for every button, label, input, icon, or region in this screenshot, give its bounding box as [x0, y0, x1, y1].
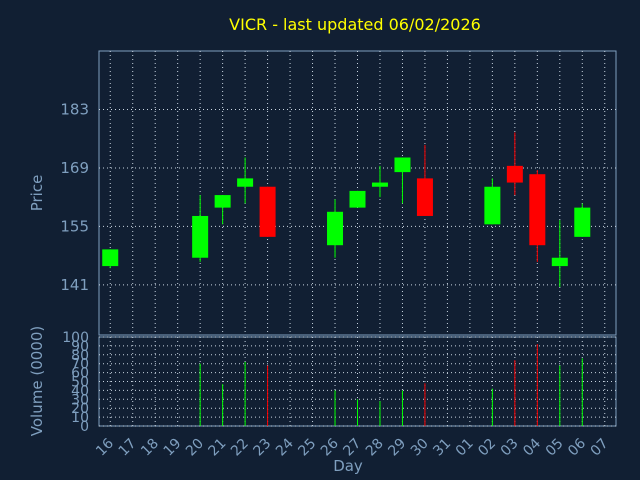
volume-tick-label: 30 — [71, 392, 89, 408]
x-tick-label: 27 — [340, 436, 364, 460]
volume-tick-label: 90 — [71, 339, 89, 355]
volume-tick-label: 70 — [71, 357, 89, 373]
candle-body — [529, 174, 546, 246]
volume-tick-label: 60 — [71, 366, 89, 382]
chart-title: VICR - last updated 06/02/2026 — [229, 15, 481, 34]
volume-tick-label: 20 — [71, 401, 89, 417]
candle-body — [349, 190, 366, 208]
volume-tick-label: 100 — [62, 330, 89, 346]
x-tick-label: 06 — [565, 435, 589, 459]
candle-body — [102, 249, 119, 267]
x-tick-label: 31 — [430, 436, 454, 460]
volume-tick-label: 0 — [80, 419, 89, 435]
x-tick-label: 21 — [206, 436, 230, 460]
x-tick-label: 18 — [138, 436, 162, 460]
x-tick-label: 30 — [408, 436, 432, 460]
candle-body — [416, 178, 433, 216]
x-tick-label: 16 — [93, 435, 117, 459]
price-grid — [99, 51, 616, 335]
candle-body — [192, 215, 209, 258]
x-axis-label: Day — [333, 457, 363, 475]
candle-body — [259, 186, 276, 237]
volume-tick-label: 40 — [71, 383, 89, 399]
x-tick-label: 02 — [475, 436, 499, 460]
candle-body — [551, 257, 568, 267]
x-tick-label: 01 — [453, 436, 477, 460]
x-tick-label: 19 — [161, 436, 185, 460]
x-tick-label: 24 — [273, 435, 297, 459]
x-tick-label: 05 — [543, 436, 567, 460]
x-tick-label: 29 — [385, 436, 409, 460]
x-tick-label: 20 — [183, 436, 207, 460]
candle-body — [484, 186, 501, 225]
x-tick-label: 03 — [498, 436, 522, 460]
x-tick-label: 23 — [250, 436, 274, 460]
x-tick-label: 28 — [363, 436, 387, 460]
x-tick-label: 25 — [295, 436, 319, 460]
candle-body — [394, 157, 411, 173]
x-tick-label: 07 — [588, 436, 612, 460]
candle-body — [327, 211, 344, 246]
x-tick-label: 17 — [116, 436, 140, 460]
price-tick-label: 183 — [60, 100, 89, 118]
candle-body — [214, 195, 231, 208]
x-tick-label: 26 — [318, 435, 342, 459]
volume-bars — [199, 344, 583, 426]
price-tick-label: 141 — [60, 276, 89, 294]
candle-body — [574, 207, 591, 237]
price-axis-label: Price — [28, 175, 46, 212]
volume-axis-label: Volume (0000) — [28, 326, 46, 436]
price-tick-label: 169 — [60, 159, 89, 177]
price-y-ticks: 141 155 169 183 — [60, 100, 89, 293]
volume-tick-label: 50 — [71, 375, 89, 391]
volume-tick-label: 80 — [71, 348, 89, 364]
price-tick-label: 155 — [60, 217, 89, 235]
x-axis-ticks: 1617181920212223242526272829303101020304… — [93, 435, 611, 459]
price-panel: 141 155 169 183 Price — [28, 50, 617, 336]
candles — [102, 132, 591, 287]
candle-body — [237, 178, 254, 187]
x-tick-label: 04 — [520, 435, 544, 459]
candle-body — [506, 165, 523, 183]
candle-body — [371, 182, 388, 187]
volume-tick-label: 10 — [71, 410, 89, 426]
x-tick-label: 22 — [228, 436, 252, 460]
